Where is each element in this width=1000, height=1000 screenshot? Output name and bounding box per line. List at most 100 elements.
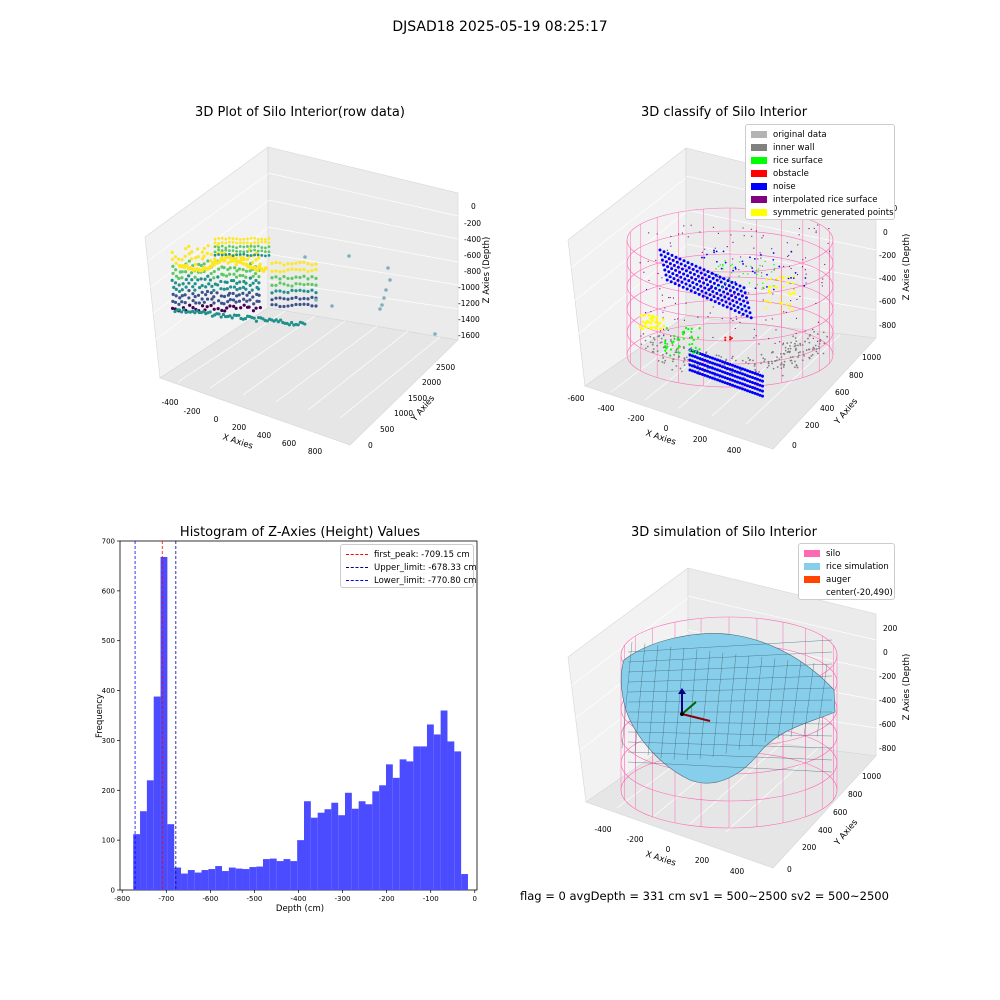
- p2-point-rice: [727, 277, 730, 280]
- p2-point-rice: [717, 274, 720, 276]
- p1-point: [302, 274, 306, 278]
- p1-ytick: 1000: [394, 409, 413, 418]
- p2-point-interp: [666, 249, 669, 251]
- p2-point-noise: [726, 372, 729, 375]
- p1-point: [209, 303, 213, 308]
- p2-point-sym: [782, 275, 785, 278]
- p2-point-obstacle: [730, 337, 733, 340]
- p2-point-rice: [756, 273, 758, 276]
- mesh-line: [764, 658, 776, 743]
- p2-point-wall: [658, 334, 661, 337]
- p2-point-wall: [791, 362, 793, 365]
- hist-bar: [447, 741, 455, 890]
- p2-point-noise: [716, 296, 720, 300]
- p2-point-noise: [743, 373, 747, 377]
- p2-point-interp: [822, 278, 824, 280]
- p2-point-interp: [734, 327, 736, 330]
- p2-point-interp: [755, 230, 757, 232]
- p1-point: [290, 267, 294, 271]
- p2-point-noise: [745, 314, 749, 318]
- p1-point: [235, 294, 239, 298]
- p2-ytick: 800: [849, 371, 864, 380]
- p2-point-wall: [822, 331, 825, 334]
- legend-item: Lower_limit: -770.80 cm: [346, 574, 476, 587]
- p2-point-noise: [761, 394, 764, 398]
- p1-point: [256, 244, 260, 248]
- p2-point-wall: [794, 344, 797, 347]
- p2-point-wall: [780, 362, 783, 365]
- p2-point-rice: [669, 354, 672, 357]
- p1-point: [256, 241, 260, 245]
- p1-point: [242, 237, 246, 241]
- p2-x-ticks: -600 -400 -200 0 200 400: [567, 394, 741, 455]
- p2-point-interp: [711, 288, 713, 290]
- p2-point-noise: [662, 250, 666, 254]
- p2-point-interp: [751, 235, 753, 237]
- p2-point-noise: [708, 293, 712, 297]
- p2-point-wall: [661, 354, 664, 356]
- hist-bar: [392, 777, 400, 890]
- p2-point-noise: [682, 259, 686, 263]
- p2-point-noise: [751, 267, 754, 269]
- p1-point: [209, 252, 213, 256]
- p1-point: [386, 266, 390, 270]
- p2-point-interp: [735, 318, 738, 320]
- p3-ylabel: Frequency: [95, 694, 105, 738]
- p2-point-interp: [672, 297, 675, 299]
- p2-point-sym: [639, 314, 643, 317]
- p2-point-noise: [658, 248, 662, 252]
- p2-point-interp: [815, 230, 817, 232]
- p2-z-ticks: 200 0 -200 -400 -600 -800: [879, 204, 898, 330]
- legend-label: Lower_limit: -770.80 cm: [374, 575, 477, 586]
- p2-point-wall: [774, 359, 776, 362]
- p2-point-wall: [754, 368, 757, 371]
- p2-point-noise: [709, 287, 712, 290]
- p2-point-noise: [716, 373, 719, 377]
- p1-point: [278, 296, 282, 300]
- p2-point-noise: [732, 269, 735, 272]
- p1-point: [180, 270, 184, 274]
- p1-point: [193, 282, 197, 286]
- p2-point-wall: [768, 362, 770, 365]
- p2-point-noise: [709, 298, 713, 302]
- p1-point: [228, 304, 232, 308]
- p2-point-interp: [787, 255, 789, 258]
- p2-point-noise: [692, 272, 696, 276]
- p1-point: [213, 253, 217, 257]
- p1-point: [187, 244, 191, 248]
- p2-point-wall: [690, 347, 693, 349]
- p2-point-wall: [813, 347, 816, 350]
- p2-point-wall: [662, 357, 665, 359]
- p2-point-rice: [742, 272, 744, 275]
- p1-point: [219, 287, 223, 291]
- p2-point-noise: [728, 362, 732, 366]
- p2-classified-points: [638, 224, 831, 398]
- p1-point: [180, 294, 184, 298]
- p1-point: [219, 301, 224, 305]
- p2-point-noise: [666, 265, 670, 269]
- p1-point: [205, 305, 209, 309]
- p2-point-wall: [767, 360, 770, 363]
- p2-point-noise: [758, 373, 762, 377]
- p1-point: [229, 259, 233, 264]
- p1-point: [261, 317, 265, 321]
- p2-point-rice: [690, 335, 693, 338]
- p2-point-interp: [690, 224, 692, 226]
- p1-point: [294, 295, 298, 300]
- p2-point-noise: [753, 371, 757, 375]
- legend-item: obstacle: [751, 167, 889, 180]
- p2-point-interp: [661, 294, 663, 296]
- p1-point: [384, 288, 388, 292]
- p1-point: [225, 280, 229, 284]
- p2-point-wall: [818, 342, 821, 345]
- p1-point: [191, 299, 195, 303]
- p2-point-noise: [712, 272, 715, 275]
- p2-point-rice: [760, 275, 763, 277]
- p1-point: [267, 245, 271, 249]
- mesh-line: [725, 653, 737, 754]
- p1-point: [231, 237, 235, 241]
- p2-point-wall: [639, 335, 642, 337]
- p2-point-noise: [672, 277, 676, 281]
- p2-point-rice: [717, 265, 720, 268]
- p2-point-wall: [784, 349, 787, 352]
